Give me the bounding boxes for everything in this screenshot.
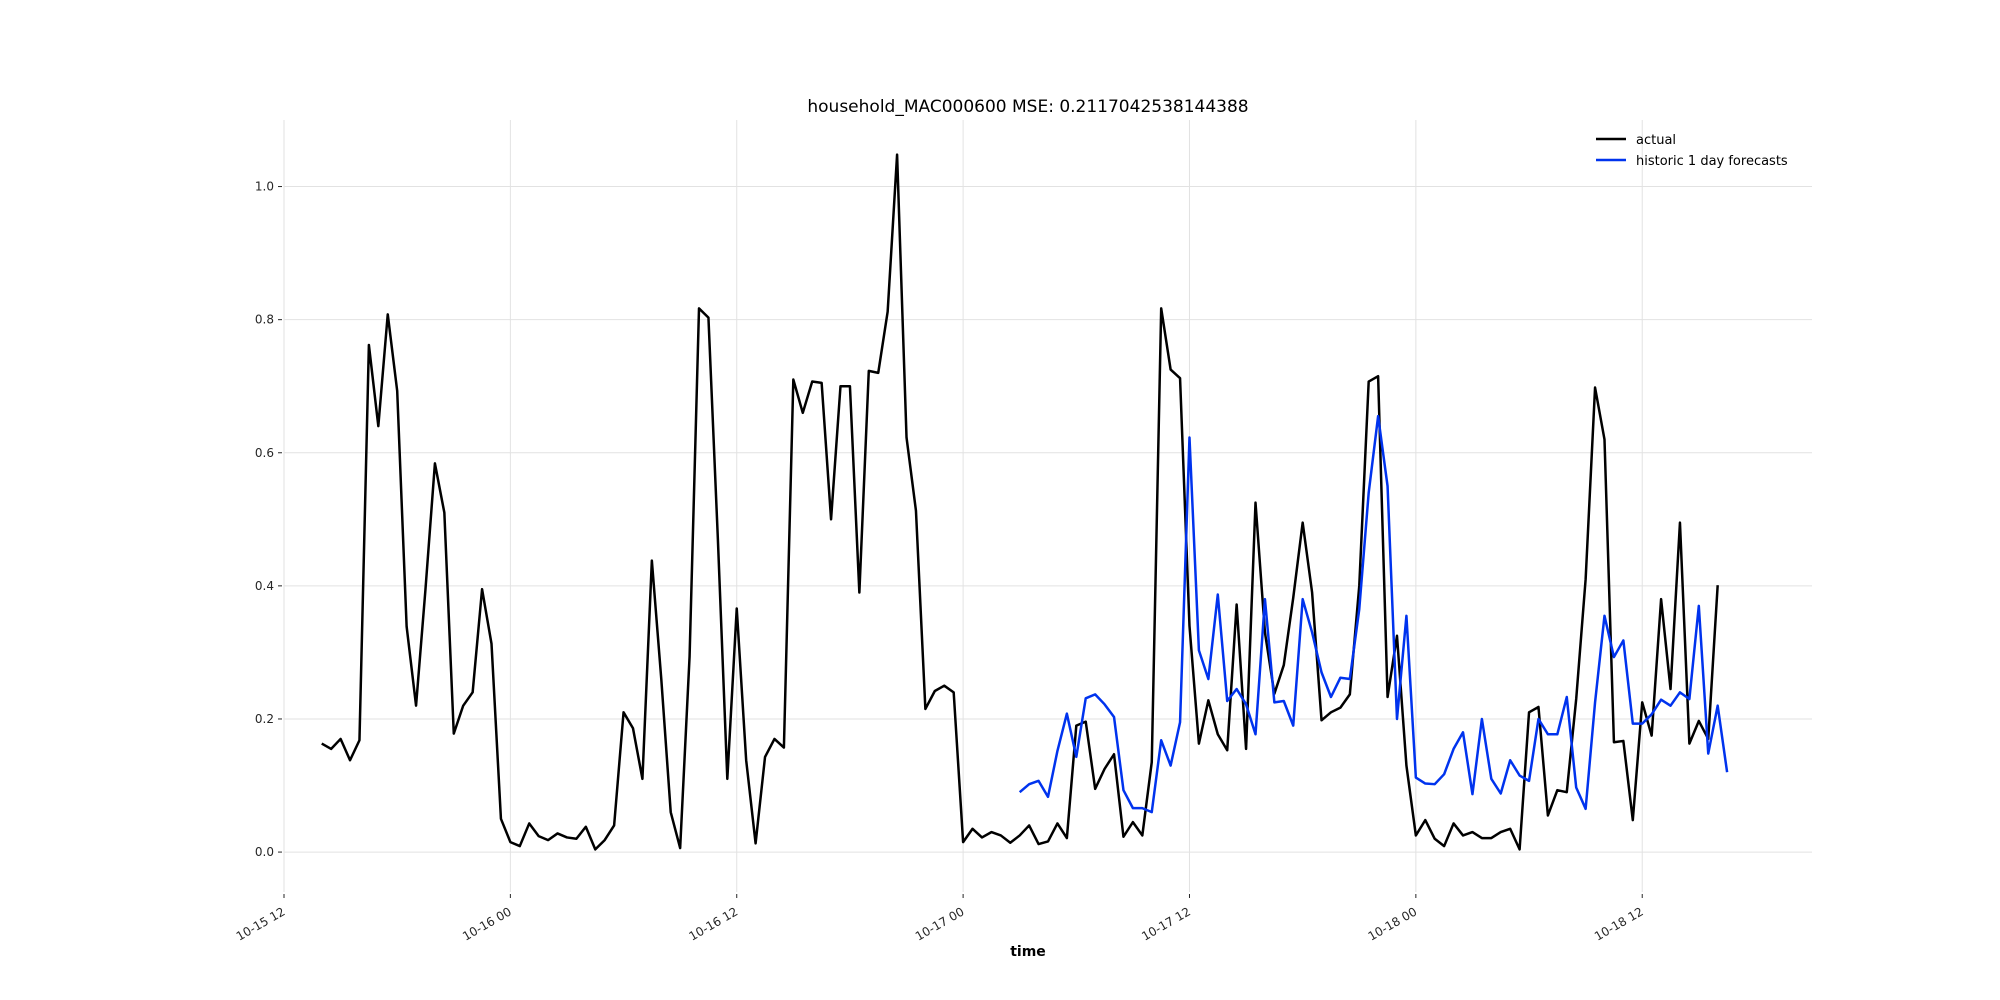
legend-label: historic 1 day forecasts	[1636, 154, 1788, 169]
y-tick-label: 0.6	[255, 446, 274, 460]
y-tick-label: 0.0	[255, 845, 274, 859]
x-tick-label: 10-18 12	[1592, 904, 1646, 943]
y-tick-label: 0.4	[255, 579, 274, 593]
x-tick-label: 10-15 12	[234, 904, 288, 943]
legend: actual historic 1 day forecasts	[1596, 133, 1788, 169]
grid-lines	[283, 120, 1812, 892]
series-line-0	[321, 153, 1719, 851]
y-tick-label: 0.8	[255, 313, 274, 327]
x-tick-label: 10-18 00	[1366, 904, 1420, 943]
x-tick-label: 10-16 12	[687, 904, 741, 943]
chart-title: household_MAC000600 MSE: 0.2117042538144…	[807, 97, 1248, 117]
y-tick-label: 0.2	[255, 712, 274, 726]
x-tick-label: 10-17 12	[1139, 904, 1193, 943]
x-tick-label: 10-16 00	[460, 904, 514, 943]
legend-label: actual	[1636, 133, 1676, 148]
x-tick-label: 10-17 00	[913, 904, 967, 943]
x-axis-label: time	[1010, 944, 1046, 960]
series-lines	[321, 153, 1729, 851]
y-axis-ticks: 0.0 0.2 0.4 0.6 0.8 1.0	[255, 180, 282, 859]
x-axis-ticks: 10-15 12 10-16 00 10-16 12 10-17 00 10-17 12…	[234, 894, 1646, 944]
series-line-1	[1018, 414, 1729, 814]
y-tick-label: 1.0	[255, 180, 274, 194]
